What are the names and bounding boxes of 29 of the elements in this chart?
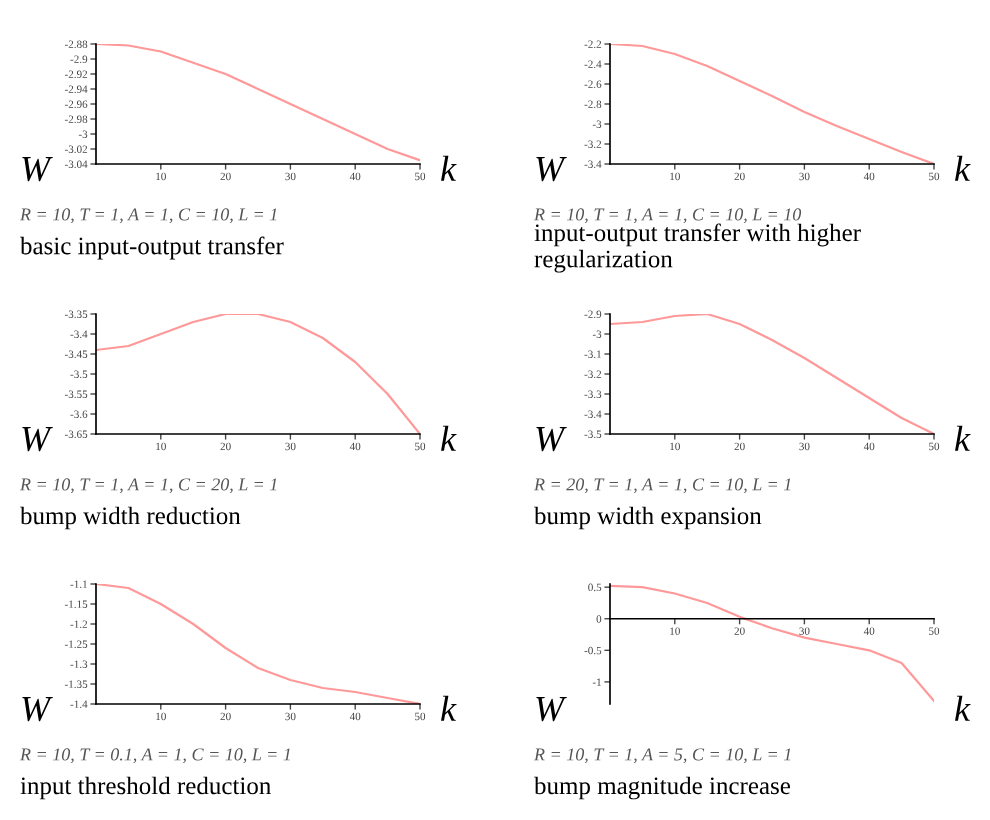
- line-series: [610, 314, 934, 434]
- text: R = 20, T = 1, A = 1, C = 10, L = 1: [533, 478, 791, 494]
- line-series: [96, 44, 420, 162]
- y-axis-title: W: [536, 427, 567, 452]
- y-axis-title: W: [536, 697, 567, 722]
- text: input threshold reduction: [20, 776, 271, 800]
- y-axis-title: W: [22, 427, 53, 452]
- text: R = 10, T = 0.1, A = 1, C = 10, L = 1: [19, 748, 290, 764]
- line-series: [96, 314, 420, 434]
- text: R = 10, T = 1, A = 1, C = 20, L = 1: [19, 478, 277, 494]
- text: basic input-output transfer: [20, 236, 284, 260]
- y-axis-title: W: [536, 157, 567, 182]
- x-axis-title: k: [955, 425, 971, 451]
- x-axis-title: k: [441, 425, 457, 451]
- text: bump width reduction: [20, 506, 241, 530]
- x-axis-title: k: [441, 695, 457, 721]
- y-axis-title: W: [22, 157, 53, 182]
- text: R = 10, T = 1, A = 5, C = 10, L = 1: [533, 748, 791, 764]
- text: R = 10, T = 1, A = 1, C = 10, L = 10: [533, 208, 802, 224]
- x-axis-title: k: [441, 155, 457, 181]
- text: R = 10, T = 1, A = 1, C = 10, L = 1: [19, 208, 277, 224]
- line-series: [96, 584, 420, 704]
- text: bump magnitude increase: [534, 776, 790, 800]
- y-axis-title: W: [22, 697, 53, 722]
- x-axis-title: k: [955, 695, 971, 721]
- x-axis-title: k: [955, 155, 971, 181]
- line-series: [610, 44, 934, 164]
- text: input-output transfer with higher regularization: [534, 223, 861, 273]
- text: bump width expansion: [534, 506, 762, 530]
